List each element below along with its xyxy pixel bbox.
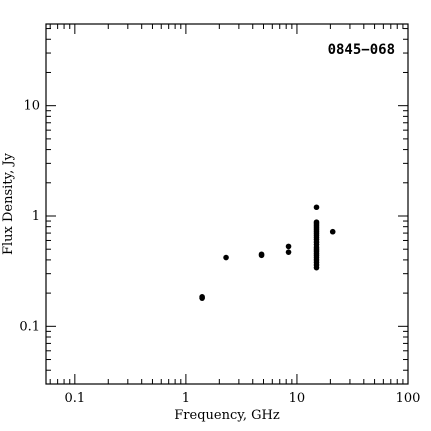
data-point (258, 251, 265, 258)
data-point (313, 264, 320, 271)
chart-title: 0845−068 (328, 42, 395, 58)
y-axis-title: Flux Density, Jy (1, 152, 16, 255)
data-point (285, 249, 292, 255)
plot-frame (45, 23, 409, 385)
x-tick-label: 0.1 (64, 391, 85, 406)
tick-labels: 0.1 1 10 100 0.1 1 10 (19, 99, 420, 406)
y-tick-label: 10 (23, 99, 40, 114)
data-point (329, 228, 336, 235)
y-tick-label: 0.1 (19, 319, 40, 334)
x-tick-label: 100 (396, 391, 421, 406)
y-tick-label: 1 (32, 209, 40, 224)
data-points (199, 204, 336, 301)
data-point (199, 294, 205, 300)
x-tick-label: 1 (182, 391, 190, 406)
data-point (223, 254, 229, 261)
x-axis-title: Frequency, GHz (174, 408, 280, 423)
data-point (313, 204, 320, 211)
data-point (285, 243, 292, 250)
x-tick-label: 10 (289, 391, 306, 406)
axis-ticks (46, 24, 409, 385)
